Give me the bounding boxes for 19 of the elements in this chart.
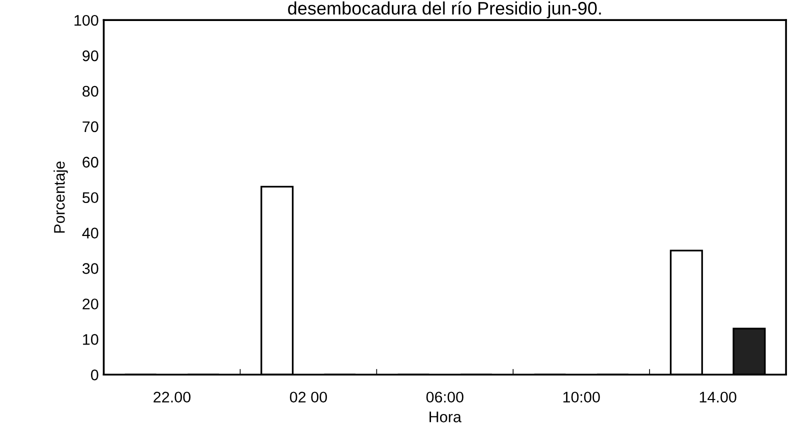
y-tick-label: 90 (82, 50, 98, 62)
y-tick-label: 60 (82, 156, 98, 168)
y-tick-label: 0 (90, 370, 98, 380)
x-tick-label: 02 00 (290, 392, 327, 403)
x-tick-label: 10:00 (563, 392, 600, 403)
y-tick-label: 40 (82, 228, 98, 238)
y-tick-label: 20 (82, 298, 98, 310)
x-tick-label: 14.00 (700, 392, 736, 403)
y-tick-label: 70 (82, 121, 98, 132)
y-axis-title: Porcentaje (54, 162, 68, 233)
x-axis-title: Hora (430, 412, 462, 422)
y-tick-label: 80 (82, 86, 98, 97)
chart-title: desembocadura del río Presidio jun-90. (288, 1, 601, 18)
y-tick-label: 10 (83, 334, 98, 345)
x-tick-label: 22.00 (154, 392, 190, 403)
x-tick-label: 06:00 (426, 392, 464, 403)
y-tick-label: 50 (82, 192, 98, 204)
y-tick-label: 100 (74, 14, 98, 26)
y-tick-label: 30 (82, 263, 98, 274)
